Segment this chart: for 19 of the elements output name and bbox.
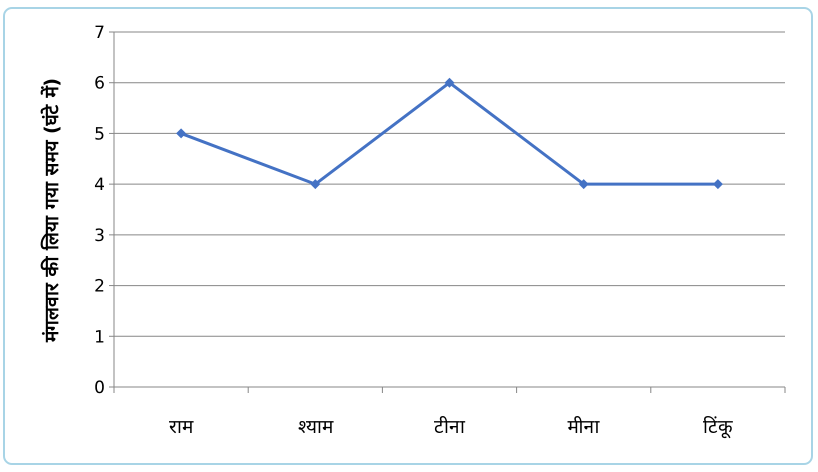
y-tick-label: 3: [94, 226, 105, 246]
point: [578, 179, 589, 190]
y-tick-label: 6: [94, 74, 105, 94]
x-tick-label: टीना: [434, 415, 466, 438]
y-tick-label: 4: [94, 175, 105, 196]
y-tick-label: 5: [94, 124, 105, 144]
point: [176, 128, 186, 138]
x-tick-label: मीना: [568, 415, 601, 438]
point: [310, 179, 320, 190]
y-tick-label: 0: [94, 378, 105, 398]
y-tick-label: 7: [94, 23, 105, 43]
point: [712, 179, 723, 190]
y-axis-title: मंगलवार की लिया गया समय (घंटे में): [40, 78, 63, 344]
y-tick-label: 1: [94, 327, 105, 348]
x-tick-label: टिंकू: [702, 415, 733, 439]
x-tick-label: राम: [169, 416, 194, 438]
point: [444, 78, 454, 88]
y-tick-label: 2: [94, 276, 105, 297]
x-tick-label: श्याम: [298, 416, 334, 438]
